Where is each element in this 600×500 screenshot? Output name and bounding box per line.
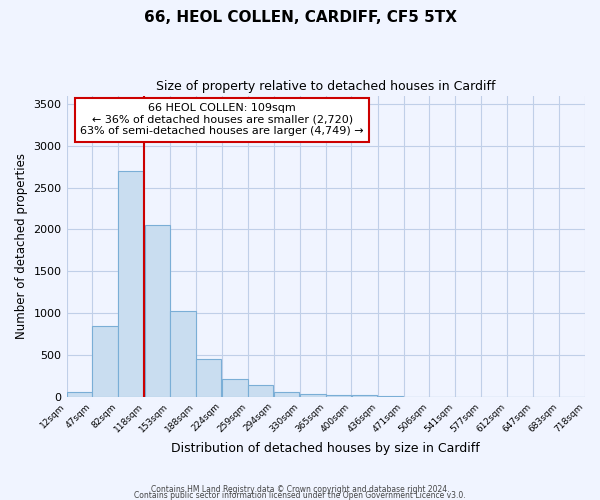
Bar	[67, 392, 92, 396]
Bar	[326, 394, 351, 396]
Text: 66, HEOL COLLEN, CARDIFF, CF5 5TX: 66, HEOL COLLEN, CARDIFF, CF5 5TX	[143, 10, 457, 25]
Text: 66 HEOL COLLEN: 109sqm
← 36% of detached houses are smaller (2,720)
63% of semi-: 66 HEOL COLLEN: 109sqm ← 36% of detached…	[80, 103, 364, 136]
Bar	[196, 359, 221, 397]
Y-axis label: Number of detached properties: Number of detached properties	[15, 153, 28, 339]
Bar	[274, 392, 299, 396]
X-axis label: Distribution of detached houses by size in Cardiff: Distribution of detached houses by size …	[172, 442, 480, 455]
Title: Size of property relative to detached houses in Cardiff: Size of property relative to detached ho…	[156, 80, 496, 93]
Bar	[145, 225, 170, 396]
Text: Contains public sector information licensed under the Open Government Licence v3: Contains public sector information licen…	[134, 490, 466, 500]
Bar	[300, 394, 326, 396]
Bar	[92, 326, 118, 396]
Bar	[223, 379, 248, 396]
Bar	[248, 384, 274, 396]
Bar	[118, 171, 143, 396]
Bar	[170, 312, 196, 396]
Text: Contains HM Land Registry data © Crown copyright and database right 2024.: Contains HM Land Registry data © Crown c…	[151, 484, 449, 494]
